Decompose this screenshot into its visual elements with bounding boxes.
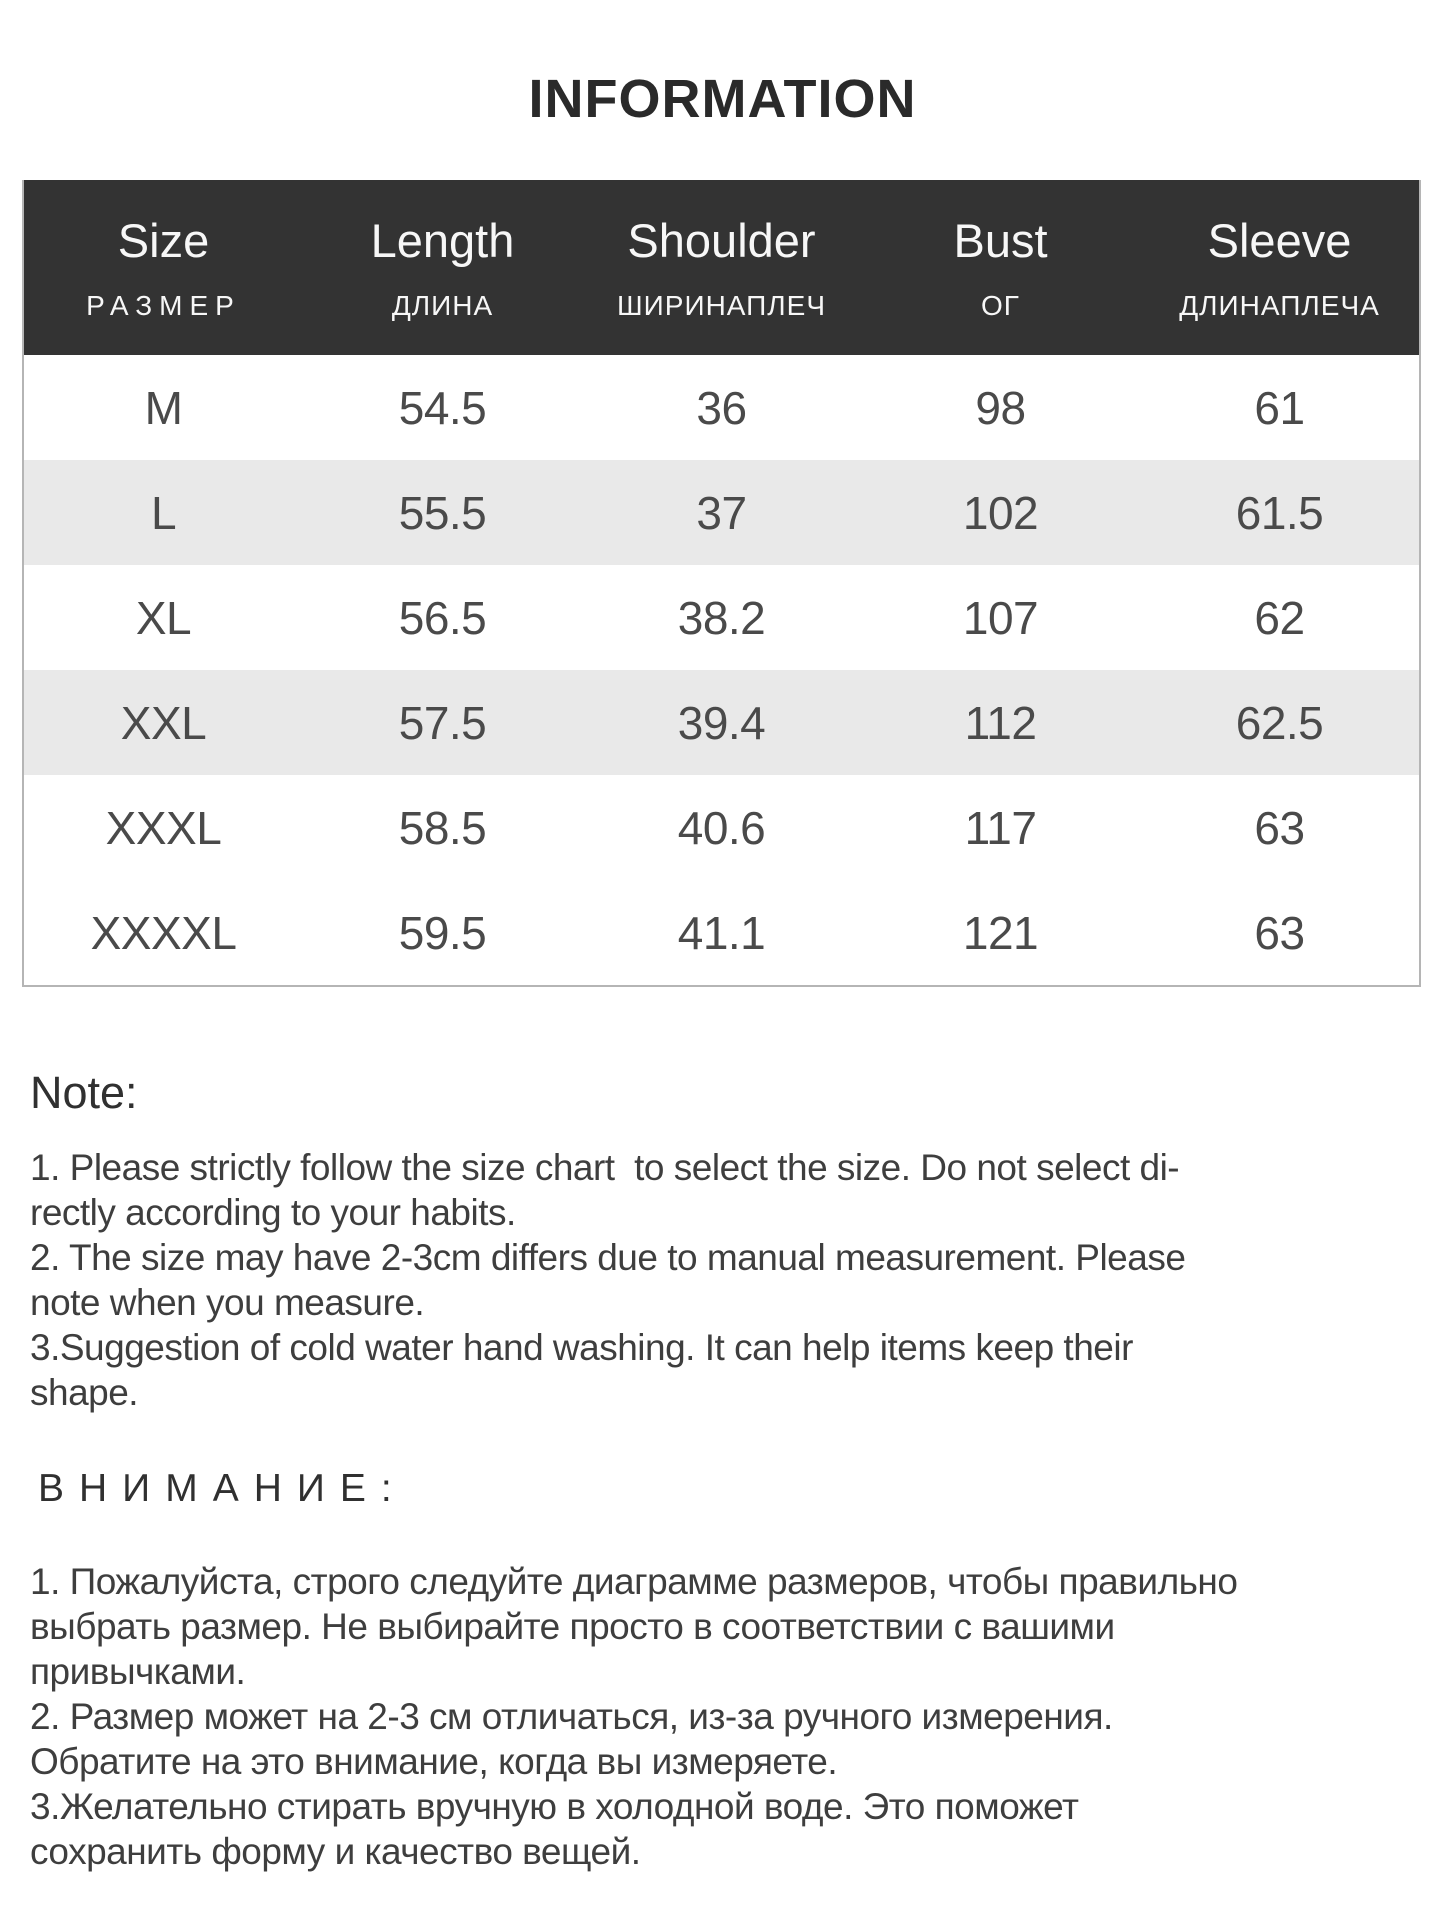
- note-line: Обратите на это внимание, когда вы измер…: [30, 1741, 838, 1782]
- measurement-cell: 112: [964, 696, 1037, 749]
- note-line: привычками.: [30, 1651, 246, 1692]
- column-header: Bust ОГ: [861, 180, 1140, 355]
- note-line: rectly according to your habits.: [30, 1192, 516, 1233]
- table-row: XXXXL 59.5 41.1 121 63: [24, 880, 1419, 985]
- measurement-cell: 40.6: [677, 801, 766, 854]
- size-cell: L: [150, 486, 177, 539]
- column-header-en: Shoulder: [627, 214, 816, 267]
- column-header-labels: Shoulder ШИРИНАПЛЕЧ: [582, 180, 861, 355]
- table-row: XXL 57.5 39.4 112 62.5: [24, 670, 1419, 775]
- size-table-container: Size РАЗМЕР Length ДЛИНА Shoulder ШИРИНАПЛЕЧ B…: [22, 180, 1421, 987]
- measurement-cell: 57.5: [398, 696, 487, 749]
- note-line: note when you measure.: [30, 1282, 425, 1323]
- measurement-cell: 98: [975, 381, 1026, 434]
- column-header: Length ДЛИНА: [303, 180, 582, 355]
- column-header-en: Size: [117, 214, 210, 267]
- note-line: 2. The size may have 2-3cm differs due t…: [30, 1237, 1186, 1278]
- column-header: Sleeve ДЛИНАПЛЕЧА: [1140, 180, 1419, 355]
- size-table-body: M 54.5 36 98 61 L 55.5 37 102 61.5 XL 56.5 38.2 107 62…: [24, 355, 1419, 985]
- measurement-cell: 63: [1254, 801, 1305, 854]
- column-header-labels: Size РАЗМЕР: [24, 180, 303, 355]
- table-row: XL 56.5 38.2 107 62: [24, 565, 1419, 670]
- measurement-cell: 55.5: [398, 486, 487, 539]
- note-heading-russian: ВНИМАНИЕ:: [38, 1467, 407, 1510]
- size-cell: XXL: [120, 696, 207, 749]
- note-line: выбрать размер. Не выбирайте просто в со…: [30, 1606, 1115, 1647]
- measurement-cell: 56.5: [398, 591, 487, 644]
- measurement-cell: 62.5: [1235, 696, 1324, 749]
- size-cell: XXXXL: [90, 906, 237, 959]
- note-line: 3.Suggestion of cold water hand washing.…: [30, 1327, 1133, 1368]
- table-row: M 54.5 36 98 61: [24, 355, 1419, 460]
- size-table-header: Size РАЗМЕР Length ДЛИНА Shoulder ШИРИНАПЛЕЧ B…: [24, 180, 1419, 355]
- measurement-cell: 39.4: [677, 696, 766, 749]
- table-row: L 55.5 37 102 61.5: [24, 460, 1419, 565]
- note-line: 1. Please strictly follow the size chart…: [30, 1147, 1180, 1188]
- column-header-ru: ОГ: [981, 290, 1020, 321]
- note-section-english: Note: 1. Please strictly follow the size…: [30, 1067, 1417, 1415]
- note-heading-english: Note:: [30, 1067, 138, 1118]
- measurement-cell: 121: [962, 906, 1039, 959]
- measurement-cell: 117: [964, 801, 1037, 854]
- measurement-cell: 54.5: [398, 381, 487, 434]
- column-header-ru: РАЗМЕР: [86, 290, 241, 321]
- page-title: INFORMATION: [528, 69, 917, 129]
- measurement-cell: 61.5: [1235, 486, 1324, 539]
- size-cell: M: [144, 381, 183, 434]
- table-row: XXXL 58.5 40.6 117 63: [24, 775, 1419, 880]
- size-cell: XL: [135, 591, 192, 644]
- column-header-en: Length: [370, 214, 515, 267]
- note-line: сохранить форму и качество вещей.: [30, 1831, 641, 1872]
- note-line: shape.: [30, 1372, 139, 1413]
- column-header-labels: Length ДЛИНА: [303, 180, 582, 355]
- column-header-ru: ДЛИНАПЛЕЧА: [1179, 290, 1380, 321]
- column-header-labels: Bust ОГ: [861, 180, 1140, 355]
- measurement-cell: 102: [962, 486, 1039, 539]
- column-header: Size РАЗМЕР: [24, 180, 303, 355]
- measurement-cell: 61: [1254, 381, 1305, 434]
- column-header-en: Sleeve: [1207, 214, 1352, 267]
- note-lines-russian: 1. Пожалуйста, строго следуйте диаграмме…: [30, 1559, 1417, 1874]
- column-header-labels: Sleeve ДЛИНАПЛЕЧА: [1140, 180, 1419, 355]
- measurement-cell: 58.5: [398, 801, 487, 854]
- size-table: Size РАЗМЕР Length ДЛИНА Shoulder ШИРИНАПЛЕЧ B…: [24, 180, 1419, 985]
- note-line: 2. Размер может на 2-3 см отличаться, из…: [30, 1696, 1113, 1737]
- column-header-ru: ДЛИНА: [391, 290, 494, 321]
- column-header-ru: ШИРИНАПЛЕЧ: [616, 290, 826, 321]
- measurement-cell: 107: [962, 591, 1039, 644]
- column-header-en: Bust: [953, 214, 1048, 267]
- measurement-cell: 62: [1254, 591, 1305, 644]
- size-cell: XXXL: [105, 801, 222, 854]
- note-section-russian: ВНИМАНИЕ: 1. Пожалуйста, строго следуйте…: [30, 1467, 1417, 1874]
- measurement-cell: 59.5: [398, 906, 487, 959]
- measurement-cell: 37: [696, 486, 747, 539]
- measurement-cell: 36: [696, 381, 747, 434]
- note-line: 1. Пожалуйста, строго следуйте диаграмме…: [30, 1561, 1238, 1602]
- header-row: Size РАЗМЕР Length ДЛИНА Shoulder ШИРИНАПЛЕЧ B…: [24, 180, 1419, 355]
- note-line: 3.Желательно стирать вручную в холодной …: [30, 1786, 1079, 1827]
- measurement-cell: 63: [1254, 906, 1305, 959]
- note-lines-english: 1. Please strictly follow the size chart…: [30, 1145, 1417, 1415]
- column-header: Shoulder ШИРИНАПЛЕЧ: [582, 180, 861, 355]
- measurement-cell: 41.1: [677, 906, 766, 959]
- measurement-cell: 38.2: [677, 591, 766, 644]
